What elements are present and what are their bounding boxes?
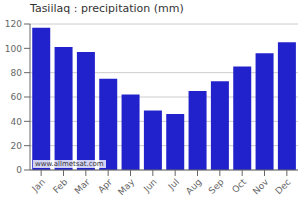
svg-text:Oct: Oct: [230, 177, 248, 195]
html-text:www.allmetsat.com: www.allmetsat.com: [35, 160, 104, 168]
svg-text:Sep: Sep: [207, 177, 226, 196]
svg-text:Aug: Aug: [184, 177, 204, 197]
svg-text:Mar: Mar: [73, 177, 92, 196]
svg-text:80: 80: [11, 68, 23, 78]
svg-text:Jun: Jun: [141, 177, 159, 195]
svg-text:120: 120: [8, 19, 22, 29]
svg-text:Apr: Apr: [96, 177, 114, 195]
svg-text:0: 0: [16, 165, 22, 175]
svg-text:Jan: Jan: [30, 177, 48, 195]
svg-text:Feb: Feb: [51, 177, 70, 196]
svg-text:Nov: Nov: [251, 176, 271, 196]
svg-text:Dec: Dec: [273, 177, 292, 196]
svg-text:100: 100: [8, 44, 22, 54]
svg-text:40: 40: [11, 117, 23, 127]
html-text:Tasiilaq : precipitation (mm): Tasiilaq : precipitation (mm): [30, 2, 184, 15]
svg-text:May: May: [116, 176, 137, 197]
svg-text:20: 20: [11, 141, 23, 151]
svg-text:Jul: Jul: [166, 177, 181, 192]
svg-text:60: 60: [11, 92, 23, 102]
